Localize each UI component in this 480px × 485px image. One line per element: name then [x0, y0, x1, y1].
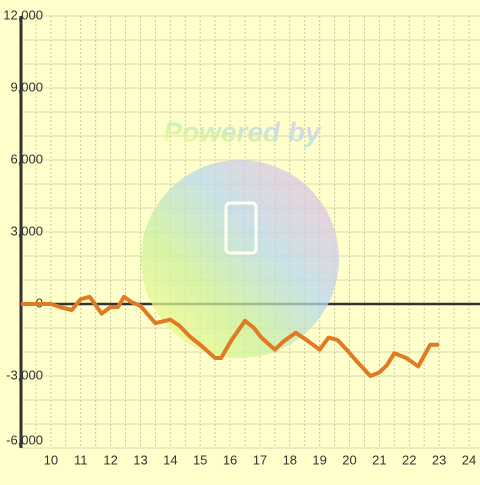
x-tick-label: 24: [462, 452, 476, 467]
x-tick-label: 17: [253, 452, 267, 467]
x-tick-label: 12: [103, 452, 117, 467]
y-tick-label: 9,000: [10, 79, 43, 94]
data-line: [21, 294, 440, 378]
y-tick-label: 3,000: [10, 223, 43, 238]
x-tick-label: 15: [193, 452, 207, 467]
x-tick-label: 22: [402, 452, 416, 467]
x-tick-label: 23: [432, 452, 446, 467]
y-tick-label: 6,000: [10, 151, 43, 166]
x-tick-label: 19: [312, 452, 326, 467]
y-tick-label: 12,000: [3, 7, 43, 22]
y-tick-label: -3,000: [6, 367, 43, 382]
x-tick-label: 18: [283, 452, 297, 467]
grid: [21, 15, 480, 449]
x-tick-label: 20: [342, 452, 356, 467]
watermark-logo: Powered by: [141, 116, 339, 358]
x-tick-label: 16: [223, 452, 237, 467]
x-tick-label: 13: [133, 452, 147, 467]
watermark-text: Powered by: [163, 116, 322, 147]
x-tick-label: 14: [163, 452, 177, 467]
x-tick-label: 21: [372, 452, 386, 467]
x-tick-label: 10: [44, 452, 58, 467]
y-tick-label: -6,000: [6, 432, 43, 447]
x-tick-label: 11: [74, 452, 88, 467]
